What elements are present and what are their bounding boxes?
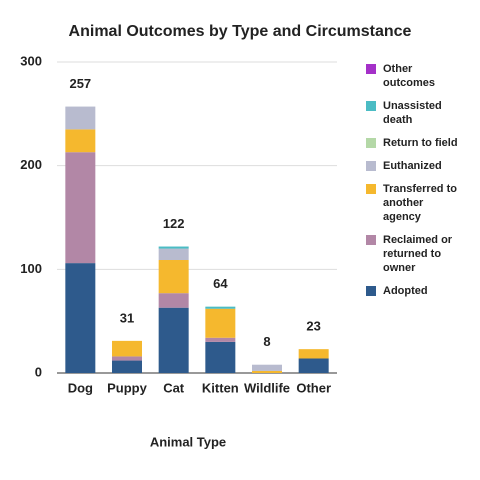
y-tick-label: 200: [20, 157, 42, 172]
bar-segment: [158, 248, 189, 261]
x-tick-label: Kitten: [202, 380, 239, 395]
y-tick-label: 0: [35, 364, 42, 379]
total-label: 8: [263, 334, 270, 349]
legend-swatch: [366, 286, 376, 296]
bar-segment: [158, 293, 189, 308]
bar-segment: [158, 307, 189, 373]
legend-label: Unassisted death: [383, 100, 442, 126]
legend-swatch: [366, 64, 376, 74]
legend-swatch: [366, 235, 376, 245]
bar-segment: [158, 246, 189, 249]
total-label: 257: [69, 76, 91, 91]
bar-segment: [205, 337, 236, 342]
bar-segment: [205, 308, 236, 338]
legend-item: Unassisted death: [366, 99, 476, 127]
legend-label: Transferred to another agency: [383, 183, 457, 223]
legend-label: Other outcomes: [383, 63, 435, 89]
bar-segment: [65, 263, 96, 373]
legend-label: Euthanized: [383, 160, 442, 172]
legend-item: Return to field: [366, 136, 476, 150]
legend-swatch: [366, 138, 376, 148]
legend-swatch: [366, 161, 376, 171]
legend-item: Adopted: [366, 284, 476, 298]
bar-segment: [112, 340, 142, 357]
legend-swatch: [366, 101, 376, 111]
y-tick-label: 100: [20, 261, 42, 276]
bar-segment: [205, 341, 236, 373]
bar-segment: [65, 152, 96, 264]
bar-segment: [298, 358, 329, 373]
total-label: 64: [213, 276, 228, 291]
x-tick-label: Dog: [68, 380, 93, 395]
x-tick-label: Other: [296, 380, 331, 395]
legend-item: Reclaimed or returned to owner: [366, 233, 476, 275]
x-axis-label: Animal Type: [150, 434, 226, 449]
bar-segment: [252, 370, 282, 373]
bar-segment: [112, 360, 142, 373]
bar-segment: [65, 106, 96, 130]
legend-swatch: [366, 184, 376, 194]
chart-title: Animal Outcomes by Type and Circumstance: [69, 23, 412, 40]
legend-label: Return to field: [383, 137, 458, 149]
legend-label: Adopted: [383, 285, 428, 297]
bar-segment: [65, 129, 96, 153]
x-tick-label: Cat: [163, 380, 185, 395]
bar-segment: [252, 364, 282, 371]
legend-label: Reclaimed or returned to owner: [383, 234, 453, 274]
bar-segment: [205, 306, 236, 309]
total-label: 23: [306, 319, 320, 334]
bar-segment: [112, 356, 142, 361]
x-tick-label: Puppy: [107, 380, 147, 395]
total-label: 31: [120, 310, 134, 325]
bar-segment: [158, 260, 189, 294]
legend-item: Transferred to another agency: [366, 182, 476, 224]
legend-item: Other outcomes: [366, 62, 476, 90]
y-tick-label: 300: [20, 53, 42, 68]
legend-item: Euthanized: [366, 159, 476, 173]
legend: Other outcomes Unassisted death Return to …: [366, 62, 476, 307]
x-tick-label: Wildlife: [244, 380, 290, 395]
bar-segment: [298, 349, 329, 359]
total-label: 122: [163, 216, 185, 231]
